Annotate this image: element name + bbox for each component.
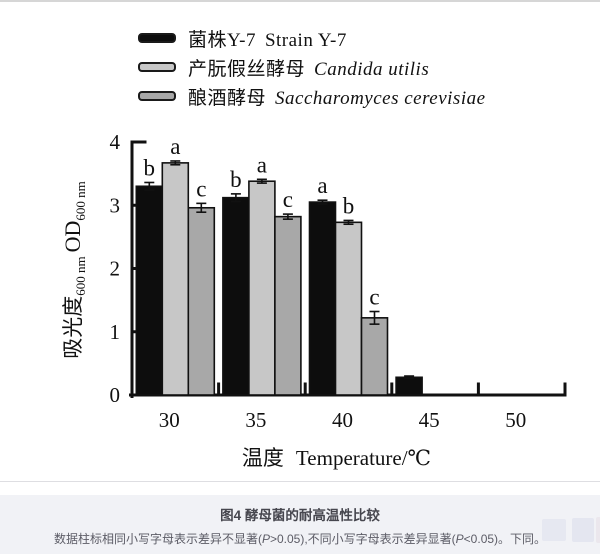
svg-text:2: 2 — [110, 257, 121, 281]
svg-text:b: b — [343, 193, 355, 218]
svg-text:45: 45 — [419, 408, 440, 432]
caption-note: 数据柱标相同小写字母表示差异不显著(P>0.05),不同小写字母表示差异显著(P… — [53, 532, 547, 546]
svg-text:50: 50 — [505, 408, 526, 432]
svg-text:0: 0 — [110, 383, 121, 407]
svg-text:c: c — [369, 285, 379, 310]
legend-item-s-cerevisiae: 酿酒酵母 Saccharomyces cerevisiae — [138, 86, 486, 109]
chart-legend: 菌株Y-7 Strain Y-7 产朊假丝酵母 Candida utilis 酿酒酵… — [138, 28, 486, 109]
svg-text:吸光度600 nmOD600 nm: 吸光度600 nmOD600 nm — [60, 181, 88, 359]
legend-label-cjk: 酿酒酵母 — [188, 87, 267, 109]
svg-text:1: 1 — [110, 320, 121, 344]
caption-title: 图4 酵母菌的耐高温性比较 — [220, 508, 380, 523]
legend-swatch-black — [138, 33, 176, 43]
legend-label-latin: Candida utilis — [314, 58, 430, 80]
svg-text:30: 30 — [159, 408, 180, 432]
watermark-fragment — [596, 517, 600, 543]
legend-label-cjk: 菌株Y-7 — [188, 29, 256, 51]
p-value-symbol: P — [261, 532, 270, 546]
figure-caption: 图4 酵母菌的耐高温性比较 数据柱标相同小写字母表示差异不显著(P>0.05),… — [0, 495, 600, 554]
legend-label-latin: Saccharomyces cerevisiae — [275, 87, 486, 109]
svg-text:4: 4 — [110, 130, 121, 154]
svg-text:b: b — [230, 167, 242, 192]
figure-area: 菌株Y-7 Strain Y-7 产朊假丝酵母 Candida utilis 酿酒酵… — [0, 2, 600, 494]
legend-label-cjk: 产朊假丝酵母 — [188, 58, 306, 80]
svg-text:35: 35 — [245, 408, 266, 432]
legend-swatch-lightgray — [138, 62, 176, 72]
svg-text:a: a — [257, 152, 267, 177]
watermark-fragment — [542, 519, 566, 541]
top-border — [0, 0, 600, 2]
svg-text:3: 3 — [110, 193, 121, 217]
p-value-symbol: P — [455, 532, 464, 546]
legend-swatch-gray — [138, 91, 176, 101]
svg-text:c: c — [196, 176, 206, 201]
legend-item-strain-y7: 菌株Y-7 Strain Y-7 — [138, 28, 486, 51]
svg-text:a: a — [170, 134, 180, 159]
legend-label-latin: Strain Y-7 — [264, 29, 347, 51]
svg-text:40: 40 — [332, 408, 353, 432]
figure-caption-divider — [0, 481, 600, 482]
watermark-fragment — [572, 518, 594, 542]
svg-text:c: c — [283, 187, 293, 212]
svg-text:a: a — [317, 173, 327, 198]
legend-item-candida-utilis: 产朊假丝酵母 Candida utilis — [138, 57, 486, 80]
svg-text:b: b — [144, 155, 156, 180]
